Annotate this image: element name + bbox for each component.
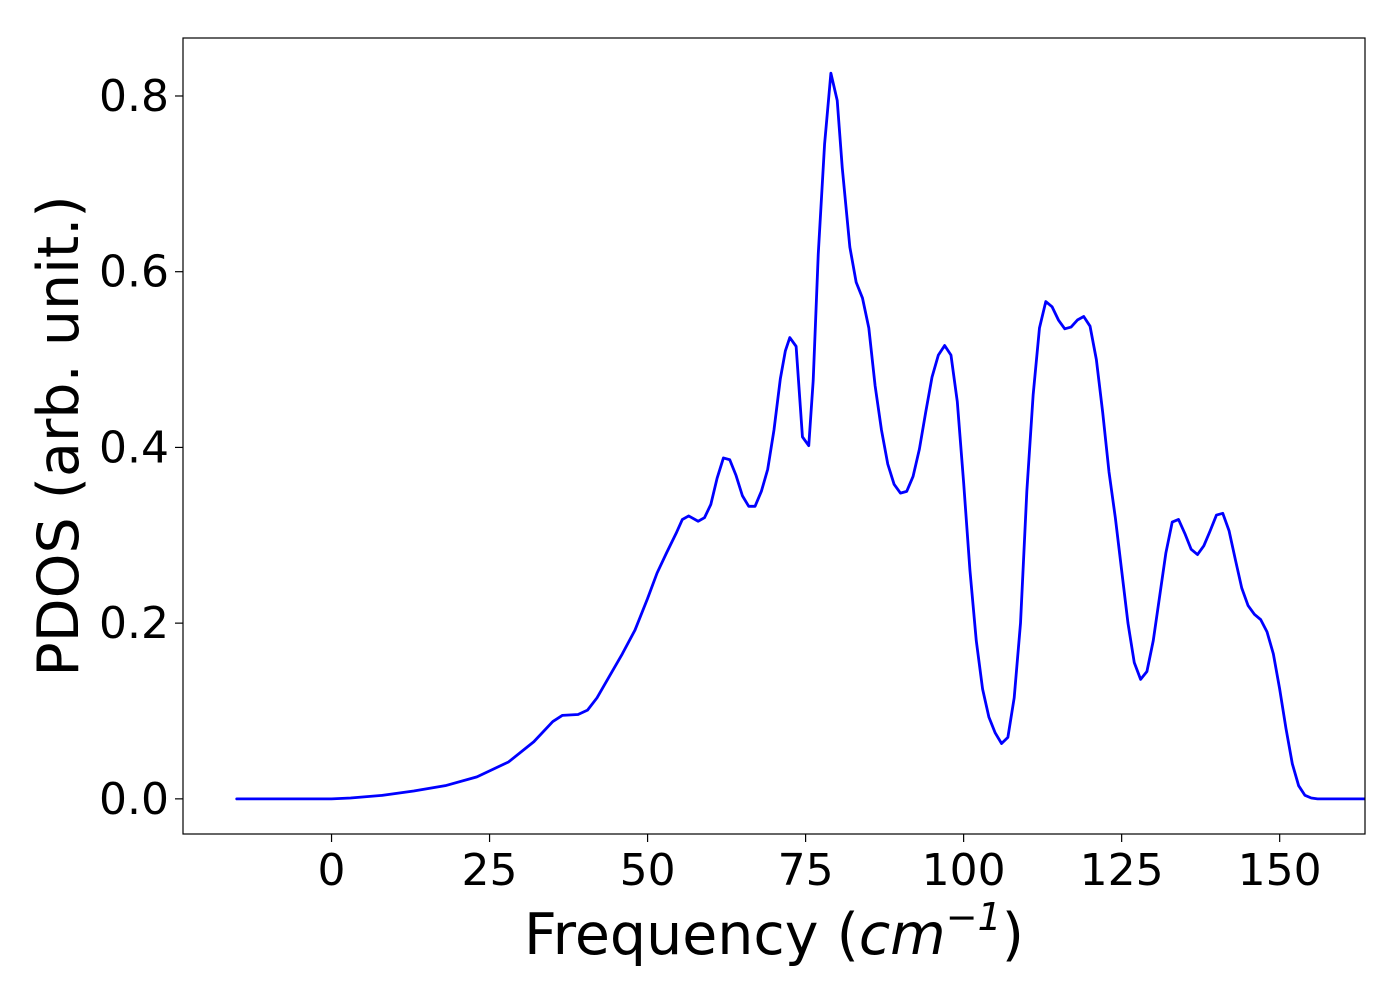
plot-area	[235, 71, 1365, 801]
pdos-series-line	[235, 71, 1365, 801]
x-tick-label: 50	[620, 845, 676, 896]
x-axis-label: Frequency (cm−1)	[524, 895, 1024, 968]
x-axis-label-superscript: −1	[946, 895, 1002, 939]
y-tick-label: 0.0	[99, 774, 169, 825]
x-axis-label-text: Frequency (	[524, 902, 859, 968]
y-tick-label: 0.2	[99, 598, 169, 649]
axes-frame	[182, 37, 1366, 835]
y-tick-label: 0.4	[99, 422, 169, 473]
axis-ticks: 0 25 50 75 100 125 150 0.0 0.2 0.4 0.6 0.8	[99, 71, 1322, 896]
x-tick-label: 125	[1080, 845, 1164, 896]
x-tick-label: 75	[778, 845, 834, 896]
x-axis-label-math: cm	[859, 902, 946, 968]
y-axis-label: PDOS (arb. unit.)	[26, 195, 92, 676]
y-tick-label: 0.6	[99, 247, 169, 298]
x-tick-label: 25	[462, 845, 518, 896]
x-axis-label-close: )	[1002, 902, 1024, 968]
x-tick-label: 150	[1238, 845, 1322, 896]
y-tick-label: 0.8	[99, 71, 169, 122]
plot-frame	[182, 37, 1366, 835]
x-tick-label: 100	[922, 845, 1006, 896]
x-tick-label: 0	[318, 845, 346, 896]
